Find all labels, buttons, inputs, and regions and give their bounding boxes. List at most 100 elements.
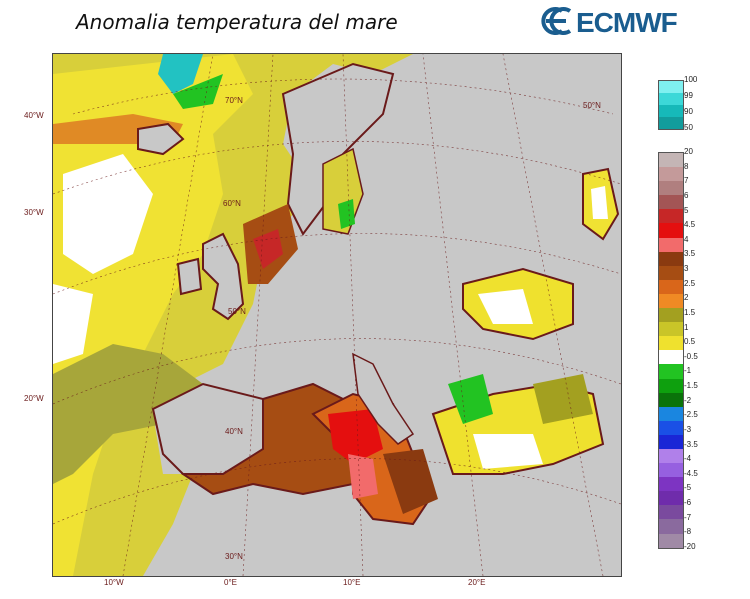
colorbar-tick-label: 4.5 (684, 220, 696, 230)
lat-label-30n: 30°N (225, 552, 243, 561)
caspian-white (591, 186, 608, 219)
colorbar-tick-label: -1.5 (684, 381, 698, 391)
arctic-green (173, 74, 223, 109)
left-label-40w: 40°W (24, 111, 44, 120)
iceland (137, 122, 185, 156)
colorbar-segment (659, 308, 683, 323)
colorbar-tick-label: 1.5 (684, 307, 696, 317)
colorbar-segment (659, 420, 683, 435)
colorbar-tick-label: -4.5 (684, 468, 698, 478)
bottom-label-10w: 10°W (104, 578, 124, 587)
atlantic-olive (53, 344, 203, 484)
colorbar-segment (659, 533, 683, 548)
colorbar-tick-label: 0.5 (684, 337, 696, 347)
colorbar-tick-label: 5 (684, 205, 689, 215)
colorbar-segment (659, 293, 683, 309)
colorbar-tick-label: 100 (684, 75, 698, 84)
colorbar-tick-label: 99 (684, 91, 693, 100)
great-britain (202, 232, 245, 321)
north-sea-red (253, 229, 283, 269)
colorbar-segment (659, 93, 683, 105)
black-sea-white (478, 289, 533, 324)
colorbar-segment (659, 392, 683, 407)
left-label-30w: 30°W (24, 208, 44, 217)
logo-text: ECMWF (576, 7, 678, 38)
colorbar-tick-label: -3 (684, 424, 692, 434)
colorbar-segment (659, 364, 683, 379)
atlantic-white-patch (63, 154, 153, 274)
sst-anomaly-map: 70°N 60°N 50°N 40°N 30°N 50°N (52, 53, 622, 577)
colorbar-tick-label: -20 (684, 542, 696, 551)
colorbar-segment (659, 181, 683, 196)
lat-label-40n: 40°N (225, 427, 243, 436)
mediterranean-brown (383, 449, 438, 514)
colorbar-tick-label: -2 (684, 395, 692, 405)
italy (352, 352, 415, 445)
colorbar-segment (659, 519, 683, 534)
atlantic-white-patch-2 (53, 284, 93, 364)
colorbar-tick-label: 4 (684, 234, 689, 244)
lat-label-70n: 70°N (225, 96, 243, 105)
colorbar-segment (659, 117, 683, 129)
ecmwf-logo: ECMWF (541, 7, 679, 38)
colorbar-tick-label: 3 (684, 264, 689, 274)
colorbar-segment (659, 463, 683, 478)
colorbar-segment (659, 251, 683, 266)
colorbar-tick-label: 2.5 (684, 278, 696, 288)
colorbar-tick-label: 90 (684, 107, 693, 116)
colorbar-tick-label: 2 (684, 293, 689, 303)
map-title: Anomalia temperatura del mare (76, 10, 398, 34)
colorbar-segment (659, 153, 683, 168)
colorbar-segment (659, 209, 683, 224)
colorbar-tick-label: 7 (684, 176, 689, 186)
colorbar-segment (659, 477, 683, 492)
ireland (176, 257, 203, 296)
colorbar-segment (659, 448, 683, 464)
left-label-20w: 20°W (24, 394, 44, 403)
colorbar-segment (659, 265, 683, 280)
colorbar-tick-label: -2.5 (684, 410, 698, 420)
iberia (151, 382, 264, 475)
colorbar-segment (659, 491, 683, 506)
colorbar-tick-label: 3.5 (684, 249, 696, 259)
mediterranean-pink (348, 454, 378, 499)
colorbar-tick-label: 8 (684, 161, 689, 171)
colorbar-segment (659, 237, 683, 252)
colorbar-tick-label: -0.5 (684, 351, 698, 361)
colorbar-tick-label: -3.5 (684, 439, 698, 449)
colorbar-segment (659, 505, 683, 520)
baltic-green (338, 199, 355, 229)
colorbar-segment (659, 350, 683, 365)
lat-label-50n: 50°N (228, 307, 246, 316)
colorbar-segment (659, 223, 683, 238)
graticule (53, 54, 621, 576)
colorbar-tick-label: -4 (684, 454, 692, 464)
colorbar-tick-label: -1 (684, 366, 692, 376)
colorbar-segment (659, 81, 683, 93)
colorbar-tick-label: -7 (684, 512, 692, 522)
anomaly-colorbar (658, 152, 684, 549)
colorbar-tick-label: -5 (684, 483, 692, 493)
arctic-cyan (158, 54, 203, 94)
colorbar-segment (659, 336, 683, 351)
colorbar-tick-label: 6 (684, 190, 689, 200)
colorbar-tick-label: -8 (684, 527, 692, 537)
bottom-label-10e: 10°E (343, 578, 361, 587)
map-canvas (53, 54, 621, 576)
colorbar-segment (659, 195, 683, 210)
tyrrhenian-red (328, 409, 383, 464)
colorbar-segment (659, 279, 683, 294)
colorbar-segment (659, 105, 683, 117)
colorbar-segment (659, 434, 683, 449)
colorbar-segment (659, 378, 683, 393)
colorbar-tick-label: -6 (684, 498, 692, 508)
colorbar-segment (659, 167, 683, 182)
bottom-label-20e: 20°E (468, 578, 486, 587)
sea-ice-colorbar (658, 80, 684, 130)
lat-label-60n: 60°N (223, 199, 241, 208)
aegean-green (448, 374, 493, 424)
colorbar-segment (659, 406, 683, 421)
east-med-white (473, 434, 543, 469)
lat-label-50n-east: 50°N (583, 101, 601, 110)
colorbar-segment (659, 322, 683, 337)
